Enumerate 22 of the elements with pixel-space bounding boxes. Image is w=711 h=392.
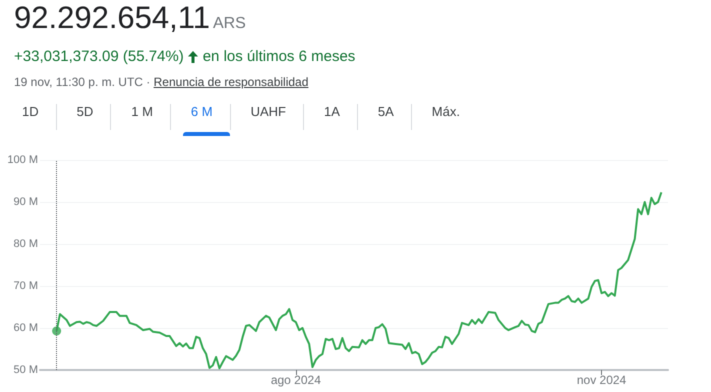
text: 5A <box>370 104 412 130</box>
text: UAHF <box>242 104 304 130</box>
x-tick-label: ago 2024 <box>270 373 322 387</box>
text: en los últimos 6 meses <box>202 48 356 65</box>
chart-title: 92.292.654,11 <box>14 0 210 35</box>
y-tick-label: 100 M <box>7 154 38 166</box>
text: +33,031,373.09 (55.74%) <box>14 48 184 65</box>
text: ARS <box>212 15 246 32</box>
y-tick-label: 50 M <box>14 364 38 376</box>
text: 1 M <box>123 104 171 130</box>
text: 5D <box>68 104 112 130</box>
text: Máx. <box>430 104 461 121</box>
y-tick-label: 70 M <box>14 280 38 292</box>
y-tick-label: 60 M <box>14 322 38 334</box>
text: Renuncia de responsabilidad <box>154 75 308 89</box>
text: 6 M <box>182 104 231 130</box>
text: 19 nov, 11:30 p. m. UTC · <box>14 75 150 89</box>
y-tick-label: 90 M <box>14 196 38 208</box>
y-tick-label: 80 M <box>14 238 38 250</box>
x-tick-label: nov 2024 <box>576 373 627 387</box>
text: 1A <box>316 104 358 130</box>
text: 1D <box>14 104 57 130</box>
